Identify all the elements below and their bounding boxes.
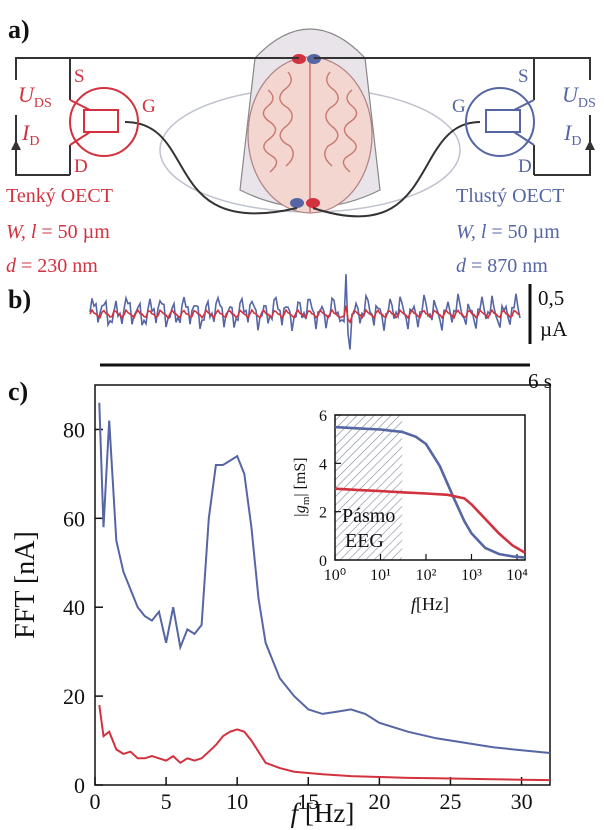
eeg-band-label: EEG [345,530,384,552]
left-dimensions: W, l = 50 µm [6,221,110,243]
right-source-label: S [518,66,529,87]
right-transistor-symbol [465,87,535,157]
scale-current-value: 0,5 [538,286,564,310]
eeg-band-hatch [335,415,403,560]
current-arrow-right [585,140,595,150]
right-id-label: ID [563,120,581,149]
inset-y-axis-label: |gm| [mS] [292,457,312,517]
eeg-trace-thin [89,305,521,324]
left-device-name: Tenký OECT [6,185,113,207]
x-tick-label: 10 [226,789,248,814]
left-thickness: d = 230 nm [6,255,98,277]
x-tick-label: 20 [368,789,390,814]
fft-series-thick [98,402,551,754]
left-id-label: ID [21,120,39,149]
fft-plot-frame [94,384,551,786]
head-illustration [159,28,461,214]
x-tick-label: 5 [161,789,172,814]
electrode-blue-bottom [290,198,304,208]
y-tick-label: 20 [63,684,85,709]
x-tick-label: 30 [511,789,533,814]
current-arrow-left [11,140,21,150]
inset-y-tick-label: 6 [319,408,327,425]
inset-y-tick-label: 0 [319,553,327,570]
y-tick-label: 40 [63,595,85,620]
right-device-name: Tlustý OECT [456,185,564,207]
inset-x-tick-label: 10³ [461,567,482,584]
inset-y-tick-label: 2 [319,505,327,522]
circuit-wires [15,57,591,218]
inset-plot-frame [334,414,526,561]
fft-series-thin [98,704,551,782]
right-drain-label: D [518,156,532,177]
scale-time-label: 6 s [528,369,552,393]
left-gate-label: G [142,96,156,117]
inset-x-tick-label: 10⁰ [324,567,346,584]
inset-background [292,400,538,630]
inset-y-tick-label: 4 [319,456,327,473]
x-axis-label: f [Hz] [291,798,355,828]
inset-x-tick-label: 10⁴ [506,567,528,584]
y-tick-label: 0 [74,773,85,798]
left-source-label: S [74,66,85,87]
transconductance-inset: 10⁰ 10¹ 10² 10³ 10⁴ 0 2 4 6 f[Hz] |gm| [mS] Pásmo EE… [292,400,538,630]
inset-x-axis-label: f[Hz] [411,594,449,614]
gm-series-thick [334,425,526,559]
inset-x-tick-label: 10² [416,567,437,584]
right-dimensions: W, l = 50 µm [456,221,560,243]
panel-a-label: a) [8,15,30,44]
panel-b-label: b) [8,285,31,314]
scale-current-unit: µA [540,317,568,341]
electrode-red-bottom [306,198,320,208]
right-gate-label: G [452,96,466,117]
x-tick-label: 0 [90,789,101,814]
eeg-band-label: Pásmo [342,505,395,527]
x-tick-label: 15 [297,789,319,814]
y-tick-label: 60 [63,506,85,531]
panel-c-label: c) [8,377,28,406]
gm-series-thin [334,487,526,554]
left-uds-label: UDS [18,82,52,111]
right-thickness: d = 870 nm [456,255,548,277]
right-uds-label: UDS [562,82,596,111]
eeg-trace-thick [89,274,521,350]
left-transistor-symbol [69,87,139,157]
left-drain-label: D [74,156,88,177]
y-axis-label: FFT [nA] [10,531,41,639]
x-tick-label: 25 [439,789,461,814]
inset-x-tick-label: 10¹ [370,567,391,584]
y-tick-label: 80 [63,417,85,442]
